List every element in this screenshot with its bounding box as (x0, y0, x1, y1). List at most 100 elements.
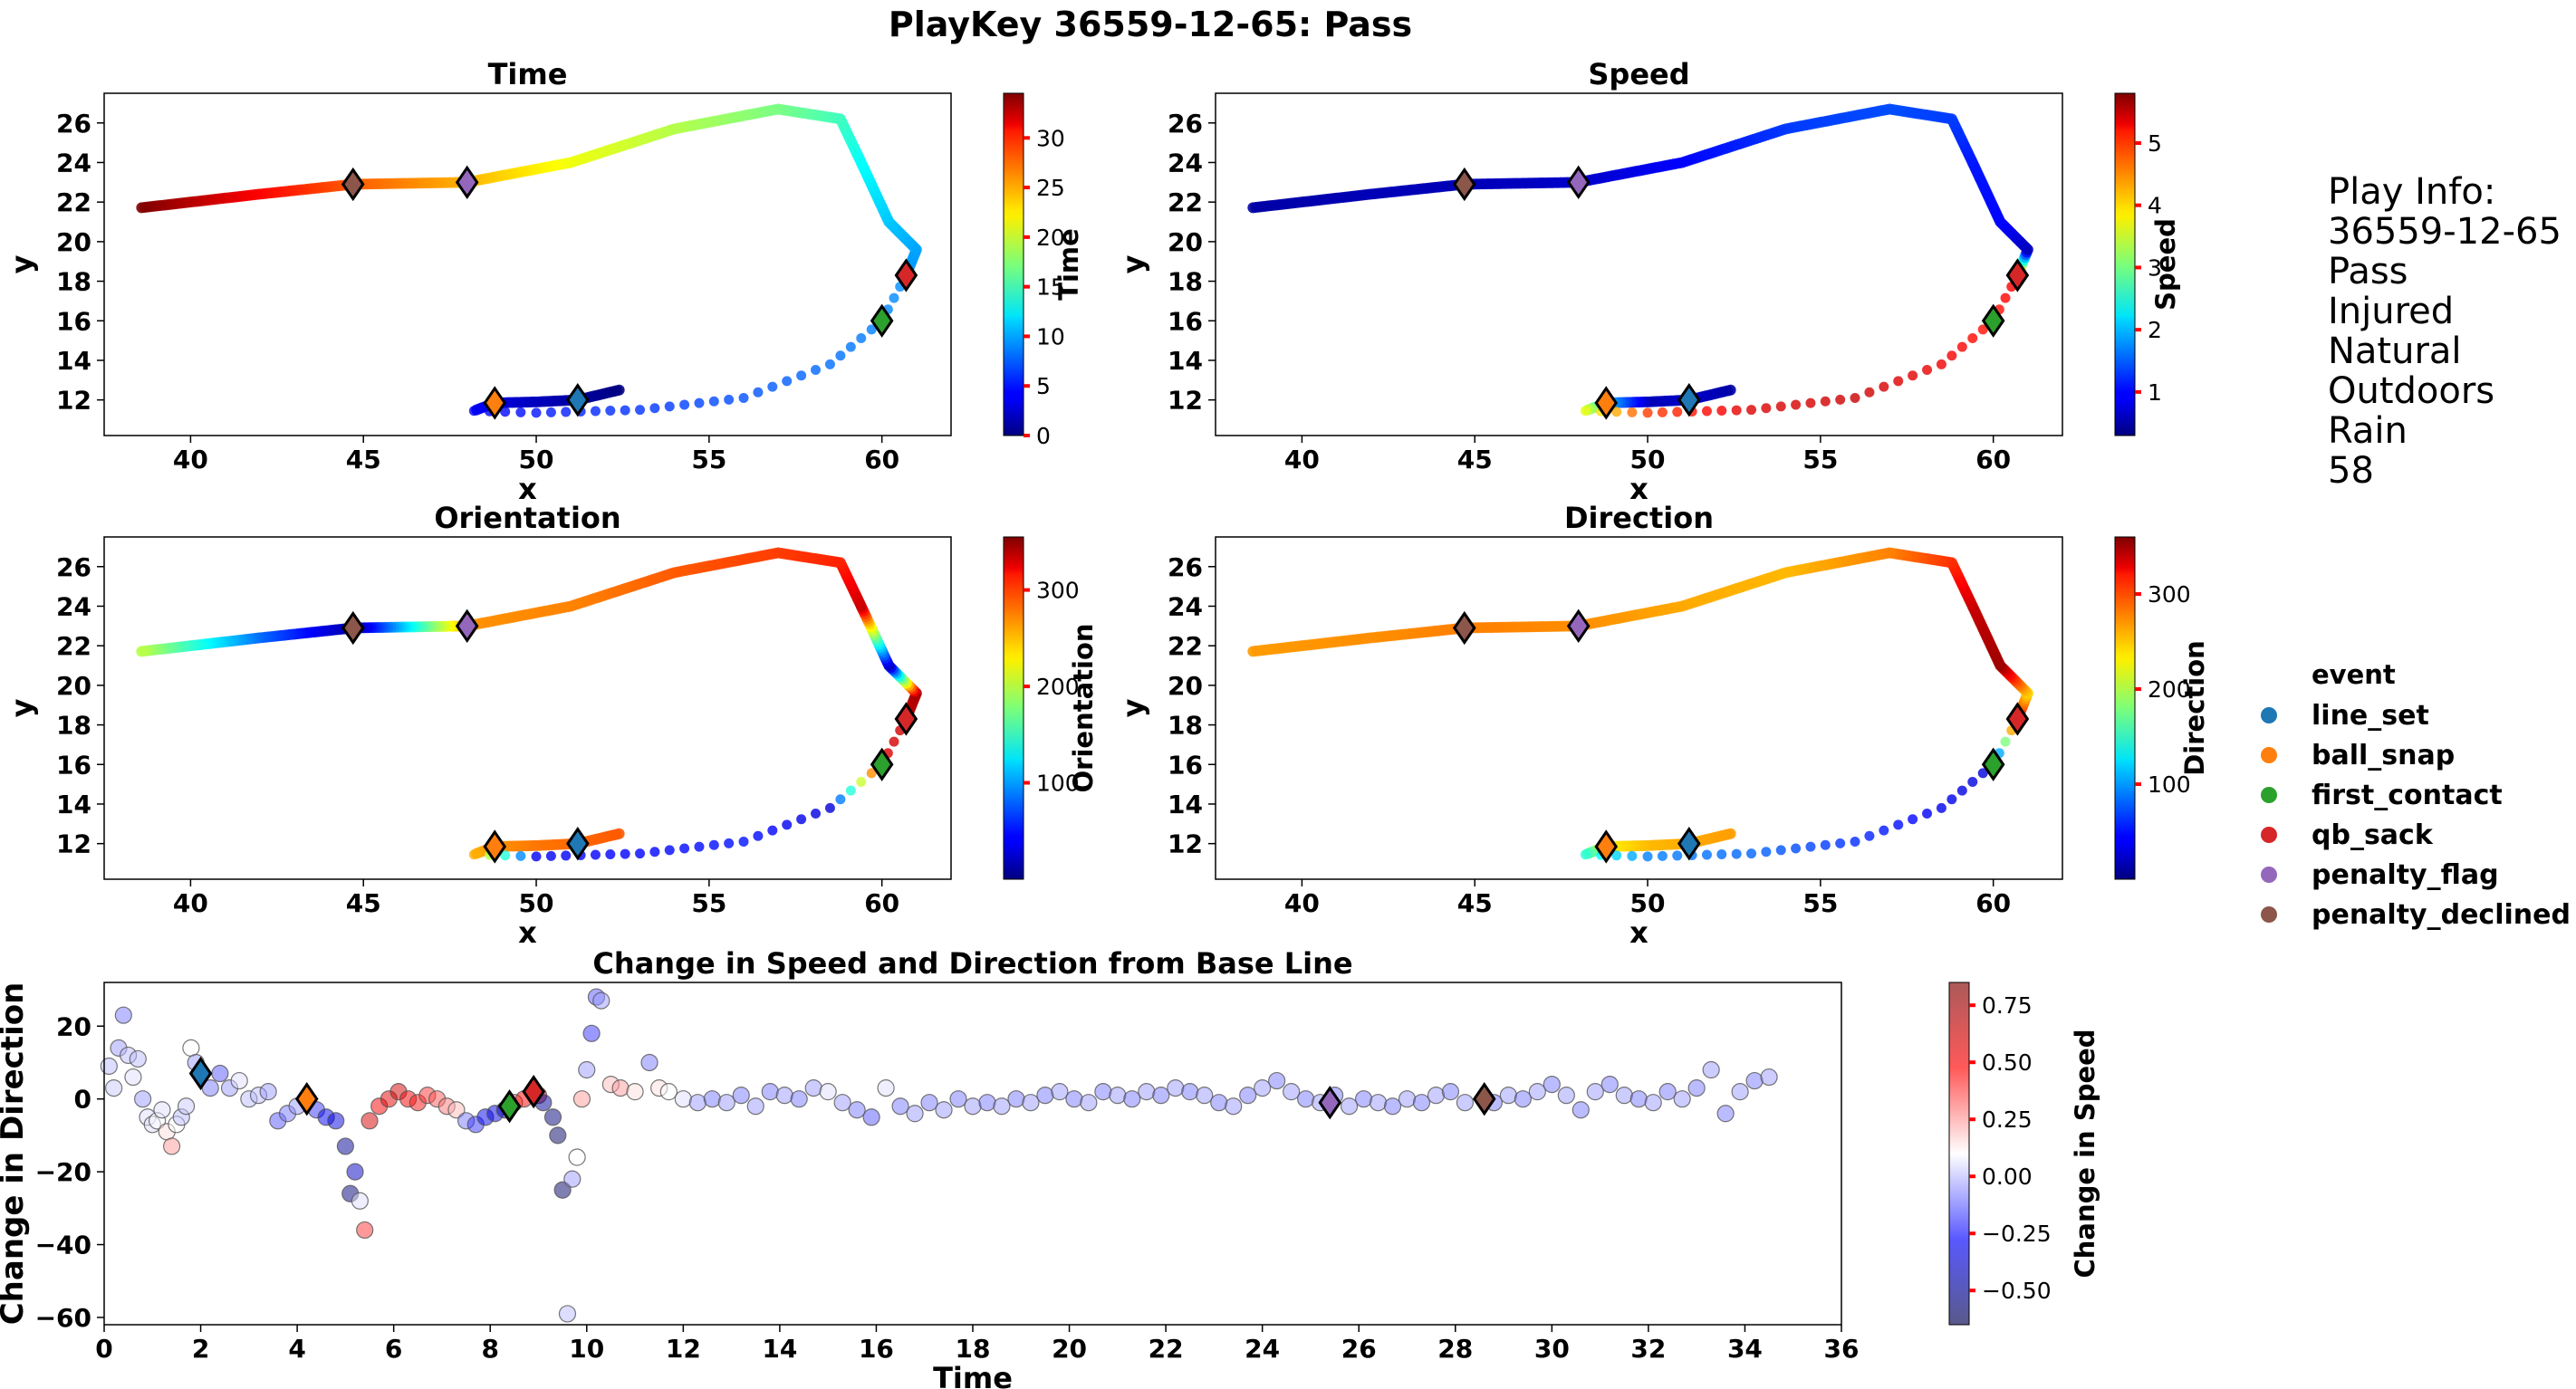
track-point (1936, 802, 1946, 813)
event-marker-first_contact (1981, 747, 2005, 781)
change-point (1456, 1094, 1475, 1112)
y-tick-label: 24 (1168, 148, 1203, 177)
legend-label: penalty_declined (2312, 899, 2571, 931)
y-tick-label: 12 (1168, 829, 1203, 859)
y-tick-label: 24 (56, 148, 91, 177)
track-point (1580, 849, 1591, 860)
colorbar (1003, 92, 1024, 436)
change-point (1210, 1094, 1228, 1112)
track-point (835, 350, 846, 361)
change-point (1354, 1090, 1373, 1108)
track-point (1642, 851, 1653, 862)
change-point (1600, 1075, 1619, 1094)
panel-speed: 40 45 50 55 601214161820222426Speedxy12345Sp… (1116, 57, 2181, 506)
change-point (935, 1101, 953, 1119)
change-point (346, 1163, 364, 1181)
event-marker-first_contact (870, 747, 894, 781)
axes-frame (103, 536, 952, 880)
change-point (964, 1097, 982, 1116)
change-point (549, 1126, 567, 1145)
change-point (582, 1024, 601, 1042)
track-point (1908, 814, 1918, 825)
colorbar-tick-label: 0.00 (1982, 1164, 2033, 1190)
colorbar-tick-label: 0.50 (1982, 1049, 2033, 1076)
x-tick-label: 50 (1630, 445, 1666, 474)
y-tick-label: 0 (74, 1085, 91, 1115)
change-point (1572, 1101, 1590, 1119)
x-tick-label: 55 (691, 888, 726, 918)
track-point (1731, 848, 1742, 859)
y-tick-label: 16 (56, 306, 91, 336)
play-info-line: 36559-12-65 (2328, 211, 2562, 253)
x-tick-label: 32 (1630, 1334, 1666, 1364)
y-tick-label: −20 (35, 1157, 91, 1187)
track-points (136, 547, 922, 862)
change-point (1615, 1087, 1633, 1105)
track-point (1850, 392, 1860, 403)
y-tick-label: 26 (56, 552, 91, 582)
change-point (327, 1112, 345, 1130)
change-point (572, 1090, 591, 1108)
track-point (1761, 403, 1772, 414)
event-marker-penalty_flag (1318, 1086, 1342, 1120)
y-tick-label: 20 (56, 671, 91, 701)
event-marker-penalty_declined (341, 610, 365, 646)
colorbar-tick-label: 5 (2148, 130, 2162, 157)
event-marker-penalty_declined (1472, 1082, 1496, 1116)
change-point (1716, 1105, 1735, 1123)
track-point (1672, 407, 1683, 417)
y-tick-label: 12 (56, 386, 91, 416)
event-marker-first_contact (497, 1089, 522, 1124)
change-point (717, 1094, 735, 1112)
track-point (531, 851, 542, 862)
change-point (360, 1112, 379, 1130)
change-point (1297, 1090, 1315, 1108)
axes-title: Speed (1588, 57, 1689, 91)
track-point (1580, 406, 1591, 417)
track-point (1805, 841, 1816, 852)
x-tick-label: 2 (192, 1334, 209, 1364)
change-point (1441, 1083, 1460, 1101)
legend-label: qb_sack (2312, 819, 2434, 851)
track-point (2000, 736, 2011, 747)
legend-label: line_set (2312, 700, 2429, 732)
axes-frame (1215, 92, 2063, 436)
track-point (753, 387, 764, 398)
colorbar-label: Direction (2179, 640, 2210, 776)
track-points (1247, 547, 2033, 862)
track-point (605, 849, 616, 860)
change-point (1283, 1083, 1301, 1101)
legend-marker (2261, 827, 2277, 843)
change-point (1196, 1087, 1214, 1105)
track-point (500, 850, 511, 861)
colorbar-tick-label: 3 (2148, 254, 2162, 281)
x-tick-label: 50 (1630, 888, 1666, 918)
x-tick-label: 22 (1149, 1334, 1184, 1364)
event-marker-line_set (188, 1056, 213, 1091)
change-point (804, 1079, 822, 1097)
change-point (761, 1083, 779, 1101)
panel-orientation: 40 45 50 55 60 12 14 16 18 20 22 24 26 Orientation x y 1… (5, 501, 1099, 950)
y-tick-label: −40 (35, 1231, 91, 1260)
x-tick-label: 12 (666, 1334, 701, 1364)
y-tick-label: 20 (56, 227, 91, 257)
change-point (1167, 1079, 1185, 1097)
x-axis-label: x (1629, 472, 1648, 506)
track-point (1879, 825, 1889, 836)
track-point (724, 838, 735, 848)
track-point (796, 814, 807, 825)
track-point (1701, 406, 1712, 417)
track-point (620, 405, 630, 416)
y-tick-label: 14 (56, 790, 91, 819)
track-point (468, 406, 479, 417)
change-point (1644, 1094, 1662, 1112)
x-tick-label: 50 (519, 445, 554, 474)
change-point (1557, 1087, 1575, 1105)
track-point (531, 407, 542, 418)
track-point (889, 292, 899, 303)
legend-marker (2261, 747, 2277, 763)
x-tick-label: 28 (1437, 1334, 1473, 1364)
track-point (590, 406, 601, 417)
track-point (561, 850, 572, 861)
change-point (1109, 1087, 1127, 1105)
